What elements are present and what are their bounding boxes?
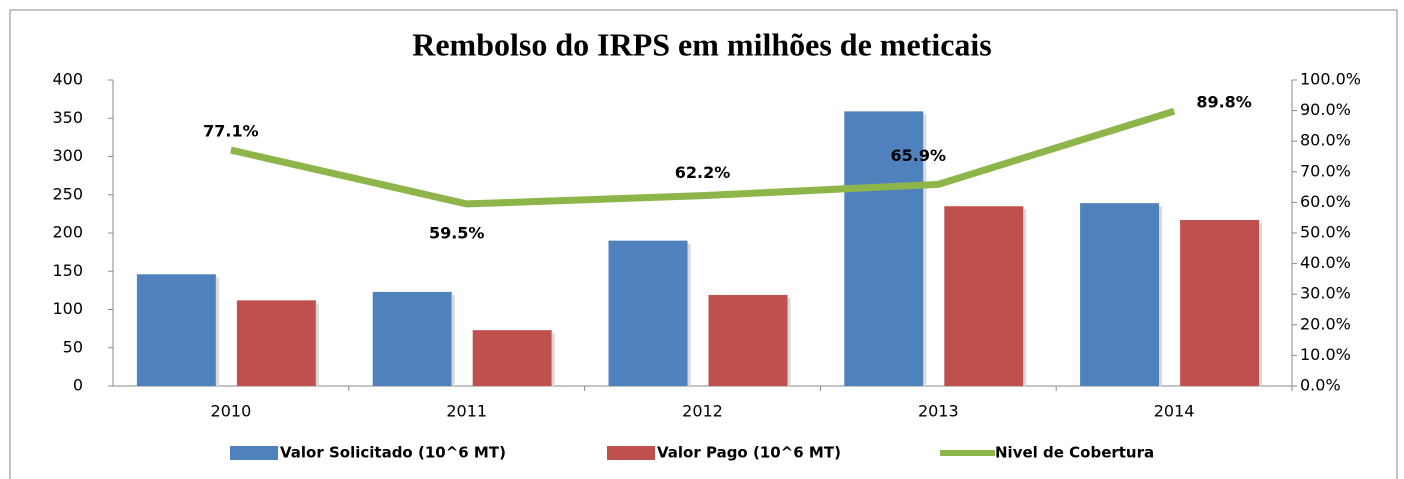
- bar-shadow: [1159, 206, 1163, 386]
- bar-shadow: [1023, 209, 1027, 386]
- line: [230, 107, 1176, 208]
- y-tick-label: 300: [52, 146, 83, 165]
- bar-shadow: [1259, 222, 1263, 386]
- legend-swatch: [230, 446, 278, 460]
- data-label: 77.1%: [203, 122, 259, 141]
- bar-shadow: [923, 114, 927, 387]
- bar-shadow: [315, 303, 319, 386]
- y-tick-label: 0: [73, 376, 83, 395]
- bar-shadow: [687, 243, 691, 386]
- y-tick-label: 200: [52, 223, 83, 242]
- data-label: 65.9%: [891, 146, 947, 165]
- y2-tick-label: 70.0%: [1300, 161, 1351, 180]
- chart-title: Rembolso do IRPS em milhões de meticais: [412, 26, 992, 62]
- bar-shadow: [215, 277, 219, 386]
- chart-frame: [9, 9, 1398, 479]
- bar: [136, 274, 216, 386]
- legend-swatch: [940, 450, 995, 456]
- legend-label: Nivel de Cobertura: [995, 444, 1154, 462]
- y2-tick-label: 100.0%: [1300, 70, 1361, 89]
- y2-tick-label: 30.0%: [1300, 284, 1351, 303]
- data-label: 59.5%: [429, 223, 485, 242]
- x-tick-label: 2010: [211, 402, 252, 421]
- x-tick-label: 2011: [446, 402, 487, 421]
- y-tick-label: 250: [52, 184, 83, 203]
- bar: [844, 111, 924, 387]
- legend-label: Valor Solicitado (10^6 MT): [280, 444, 506, 462]
- x-tick-label: 2013: [918, 402, 959, 421]
- bar: [1080, 203, 1160, 386]
- bar: [1180, 219, 1260, 386]
- y-tick-label: 400: [52, 70, 83, 89]
- y2-tick-label: 40.0%: [1300, 253, 1351, 272]
- data-label: 89.8%: [1196, 93, 1252, 112]
- y2-tick-label: 60.0%: [1300, 192, 1351, 211]
- y2-tick-label: 50.0%: [1300, 223, 1351, 242]
- bar-shadow: [551, 333, 555, 386]
- bar: [944, 206, 1024, 386]
- bar-shadow: [451, 294, 455, 386]
- bar: [608, 240, 688, 386]
- data-label: 62.2%: [675, 163, 731, 182]
- legend-swatch: [607, 446, 655, 460]
- y2-tick-label: 20.0%: [1300, 314, 1351, 333]
- y-tick-label: 50: [63, 337, 83, 356]
- y-tick-label: 350: [52, 108, 83, 127]
- y2-tick-label: 0.0%: [1300, 376, 1341, 395]
- y-tick-label: 100: [52, 299, 83, 318]
- y2-tick-label: 10.0%: [1300, 345, 1351, 364]
- bar: [472, 330, 552, 386]
- legend-label: Valor Pago (10^6 MT): [657, 444, 841, 462]
- x-tick-label: 2014: [1154, 402, 1195, 421]
- y2-tick-label: 90.0%: [1300, 100, 1351, 119]
- x-tick-label: 2012: [682, 402, 723, 421]
- bar: [236, 300, 316, 386]
- y-tick-label: 150: [52, 261, 83, 280]
- bar: [372, 291, 452, 386]
- bar: [708, 294, 788, 386]
- bar-shadow: [787, 297, 791, 386]
- y2-tick-label: 80.0%: [1300, 131, 1351, 150]
